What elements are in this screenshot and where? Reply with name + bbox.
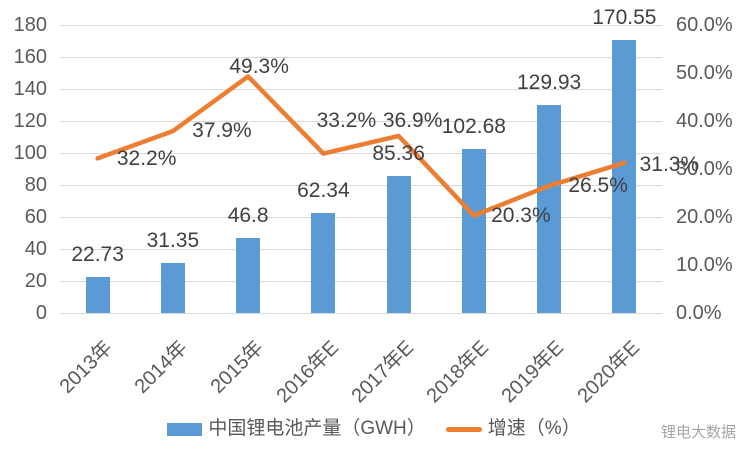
bar-2015年 bbox=[236, 238, 261, 313]
bar-2016年E bbox=[311, 213, 336, 313]
y-axis-tick-left: 140 bbox=[13, 78, 47, 100]
line-value-label: 33.2% bbox=[316, 108, 377, 132]
legend-line-swatch-icon bbox=[445, 426, 482, 432]
gridline bbox=[60, 56, 662, 58]
y-axis-tick-left: 60 bbox=[24, 206, 47, 228]
x-axis-label: 2017年E bbox=[347, 336, 418, 408]
line-value-label: 31.3% bbox=[639, 152, 700, 176]
y-axis-tick-right: 20.0% bbox=[676, 206, 733, 228]
bar-2017年E bbox=[386, 176, 411, 313]
bar-value-label: 46.8 bbox=[227, 204, 269, 228]
y-axis-tick-right: 10.0% bbox=[676, 254, 733, 276]
x-axis-label: 2018年E bbox=[422, 336, 494, 408]
bar-value-label: 22.73 bbox=[71, 242, 124, 266]
bar-2019年E bbox=[537, 105, 562, 313]
gridline bbox=[60, 216, 662, 218]
line-value-label: 26.5% bbox=[568, 173, 628, 197]
gridline bbox=[60, 280, 662, 282]
gridline bbox=[60, 120, 662, 122]
x-axis-label: 2013年 bbox=[55, 336, 117, 398]
x-axis-label: 2015年 bbox=[206, 336, 268, 398]
x-axis-label: 2014年 bbox=[130, 336, 193, 398]
x-axis-label: 2019年E bbox=[497, 336, 569, 408]
legend-bar-swatch-icon bbox=[167, 422, 203, 436]
bar-2018年E bbox=[461, 148, 486, 313]
line-value-label: 37.9% bbox=[192, 119, 252, 143]
line-value-label: 36.9% bbox=[382, 108, 443, 132]
legend-bar-label: 中国锂电池产量（GWH） bbox=[208, 418, 426, 439]
gridline bbox=[60, 312, 662, 314]
y-axis-tick-left: 120 bbox=[13, 110, 47, 132]
y-axis-tick-left: 80 bbox=[24, 174, 47, 196]
y-axis-tick-left: 20 bbox=[24, 270, 47, 292]
bar-2013年 bbox=[85, 276, 110, 313]
legend-line-label: 增速（%） bbox=[487, 418, 581, 439]
y-axis-tick-right: 50.0% bbox=[676, 62, 733, 84]
growth-line bbox=[95, 74, 627, 218]
y-axis-tick-left: 160 bbox=[13, 46, 47, 68]
bar-value-label: 85.36 bbox=[372, 142, 425, 166]
growth-line-path bbox=[95, 74, 627, 218]
bar-2014年 bbox=[160, 262, 185, 313]
bar-value-label: 102.68 bbox=[441, 114, 506, 138]
gridline bbox=[60, 24, 662, 26]
gridline bbox=[60, 88, 662, 90]
y-axis-tick-left: 100 bbox=[13, 142, 47, 164]
gridline bbox=[60, 184, 662, 186]
y-axis-tick-right: 0.0% bbox=[676, 302, 722, 324]
y-axis-tick-right: 40.0% bbox=[676, 110, 733, 132]
bar-2020年E bbox=[612, 40, 637, 313]
watermark: 锂电大数据 bbox=[661, 424, 737, 441]
gridline bbox=[60, 152, 662, 154]
bar-value-label: 62.34 bbox=[297, 179, 350, 203]
x-axis-label: 2016年E bbox=[272, 336, 343, 408]
y-axis-tick-left: 180 bbox=[13, 14, 47, 36]
bar-value-label: 129.93 bbox=[517, 71, 582, 95]
y-axis-tick-right: 60.0% bbox=[676, 14, 733, 36]
x-axis-label: 2020年E bbox=[573, 336, 644, 408]
line-value-label: 32.2% bbox=[116, 147, 177, 171]
bar-value-label: 170.55 bbox=[592, 6, 657, 30]
gridline bbox=[60, 248, 662, 250]
line-value-label: 49.3% bbox=[229, 55, 289, 79]
y-axis-tick-right: 30.0% bbox=[676, 158, 733, 180]
line-value-label: 20.3% bbox=[491, 203, 551, 227]
legend: 中国锂电池产量（GWH） 增速（%） bbox=[0, 416, 748, 442]
bar-value-label: 31.35 bbox=[146, 228, 200, 252]
y-axis-tick-left: 40 bbox=[24, 238, 47, 260]
y-axis-tick-left: 0 bbox=[35, 302, 47, 324]
